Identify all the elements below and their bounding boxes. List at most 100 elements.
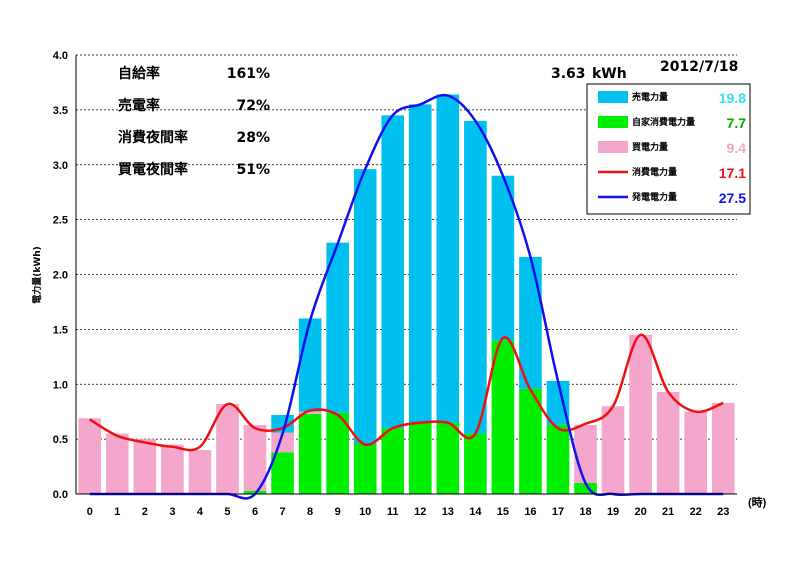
bar-purchased [601,406,625,494]
y-tick-label: 4.0 [53,50,68,62]
x-tick-label: 6 [252,506,258,518]
stat-value: 72% [236,98,270,114]
legend-total: 19.8 [719,90,746,106]
bar-purchased [298,411,322,414]
x-tick-label: 2 [142,506,148,518]
legend-label: 発電電力量 [631,191,677,203]
legend-swatch [598,116,628,128]
legend-swatch [598,91,628,103]
y-tick-label: 0.5 [53,434,68,446]
x-tick-label: 23 [717,506,729,518]
x-tick-label: 0 [87,506,93,518]
y-tick-label: 1.5 [53,324,68,336]
x-tick-label: 11 [387,506,399,518]
bar-sold [298,318,322,412]
stat-value: 161% [227,66,270,82]
bar-self-consumption [546,424,570,494]
bar-self-consumption [271,452,294,494]
bar-self-consumption [381,428,405,494]
bar-self-consumption [464,433,487,494]
bar-purchased [243,424,267,491]
bar-purchased [711,402,735,494]
bar-self-consumption [519,388,542,494]
line-consumption [89,333,724,452]
bar-sold [436,94,460,423]
legend-label: 売電力量 [632,91,668,103]
bar-purchased [106,433,129,494]
bar-sold [546,380,570,425]
legend-label: 買電力量 [632,141,668,153]
bar-self-consumption [353,443,377,494]
bar-sold [464,120,487,434]
peak-value: 3.63 [551,66,586,82]
y-tick-label: 0.0 [53,489,68,501]
x-tick-label: 16 [524,506,536,518]
x-tick-label: 4 [197,506,204,518]
peak-unit: kWh [592,66,627,82]
bar-purchased [684,411,707,494]
x-tick-label: 8 [307,506,313,518]
legend-total: 9.4 [727,140,747,156]
legend-label: 自家消費電力量 [632,116,695,128]
stats-panel: 自給率 161% 売電率 72% 消費夜間率 28% 買電夜間率 51% [118,65,270,178]
x-tick-label: 7 [280,506,286,518]
bar-sold [408,104,432,423]
x-axis-unit: (時) [748,495,767,509]
x-tick-label: 5 [224,506,230,518]
bar-purchased [161,444,184,494]
y-axis-label: 電力量(kWh) [31,246,43,304]
bar-self-consumption [298,413,322,494]
stat-label: 自給率 [118,65,160,82]
bars [78,94,735,494]
x-tick-label: 19 [607,506,619,518]
legend-label: 消費電力量 [632,166,677,178]
chart-date: 2012/7/18 [660,59,738,75]
stat-label: 売電率 [118,97,160,114]
legend: 売電力量 19.8 自家消費電力量 7.7 買電力量 9.4 消費電力量 17.1 発電電力量 2… [586,83,751,215]
x-tick-label: 12 [414,506,426,518]
bar-sold [381,115,405,429]
bar-purchased [188,450,212,494]
x-tick-label: 1 [114,506,120,518]
x-tick-label: 13 [442,506,454,518]
x-tick-label: 14 [469,506,482,518]
x-tick-label: 9 [335,506,341,518]
y-tick-label: 1.0 [53,379,68,391]
bar-purchased [574,424,597,484]
bar-self-consumption [436,422,460,494]
bar-sold [353,169,377,444]
legend-swatch [598,141,628,153]
stat-value: 51% [236,162,270,178]
y-tick-label: 3.5 [53,105,68,117]
y-tick-label: 2.0 [53,270,68,282]
stat-value: 28% [236,130,270,146]
legend-total: 27.5 [719,190,746,206]
bar-sold [491,175,515,341]
bar-self-consumption [326,412,349,494]
bar-sold [271,414,294,433]
bar-purchased [216,404,239,494]
y-tick-label: 2.5 [53,215,68,227]
bar-purchased [629,334,652,494]
x-tick-label: 3 [169,506,175,518]
bar-purchased [656,391,680,494]
x-tick-label: 21 [662,506,674,518]
bar-purchased [133,439,157,494]
bar-sold [326,242,349,413]
bar-sold [519,256,542,389]
stat-label: 買電夜間率 [118,161,188,178]
legend-total: 7.7 [727,115,747,131]
x-tick-label: 20 [634,506,646,518]
bar-self-consumption [574,483,597,494]
x-tick-label: 15 [497,506,509,518]
axes: 0.00.51.01.52.02.53.03.54.00 1 2 3 4 5 6 7 8 9 10 1… [53,50,737,518]
x-tick-label: 22 [690,506,702,518]
x-tick-label: 17 [552,506,564,518]
bar-self-consumption [408,422,432,494]
bar-purchased [78,418,102,494]
bar-self-consumption [491,340,515,494]
legend-total: 17.1 [719,165,746,181]
x-tick-label: 10 [359,506,371,518]
